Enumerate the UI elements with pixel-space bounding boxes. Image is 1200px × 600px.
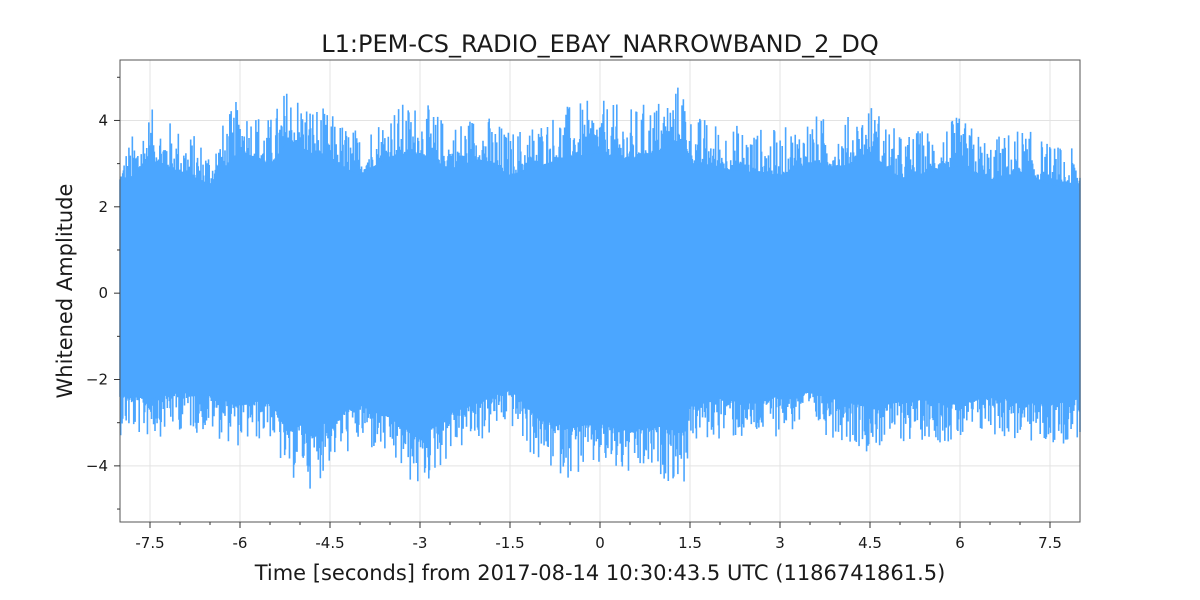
x-tick-label: -3: [413, 534, 428, 552]
y-tick-label: −2: [86, 371, 108, 389]
x-tick-label: -7.5: [135, 534, 164, 552]
x-tick-label: 1.5: [678, 534, 702, 552]
x-tick-label: -1.5: [495, 534, 524, 552]
chart-title: L1:PEM-CS_RADIO_EBAY_NARROWBAND_2_DQ: [321, 30, 878, 58]
y-tick-label: 0: [98, 284, 108, 302]
x-tick-label: 3: [775, 534, 785, 552]
x-axis-label: Time [seconds] from 2017-08-14 10:30:43.…: [254, 561, 946, 585]
x-tick-label: 6: [955, 534, 965, 552]
y-tick-label: 4: [98, 111, 108, 129]
plot-area: [119, 87, 1081, 489]
y-tick-label: −4: [86, 457, 108, 475]
x-tick-label: 0: [595, 534, 605, 552]
x-tick-label: 4.5: [858, 534, 882, 552]
x-tick-label: -6: [233, 534, 248, 552]
y-axis-label: Whitened Amplitude: [53, 184, 77, 399]
ticks: -7.5 -6 -4.5 -3 -1.5 0 1.5 3 4.5 6 7.5 −4 −2 0 2 4: [86, 76, 1062, 552]
series-band: [120, 137, 1080, 440]
y-tick-label: 2: [98, 198, 108, 216]
x-tick-label: 7.5: [1038, 534, 1062, 552]
x-tick-label: -4.5: [315, 534, 344, 552]
